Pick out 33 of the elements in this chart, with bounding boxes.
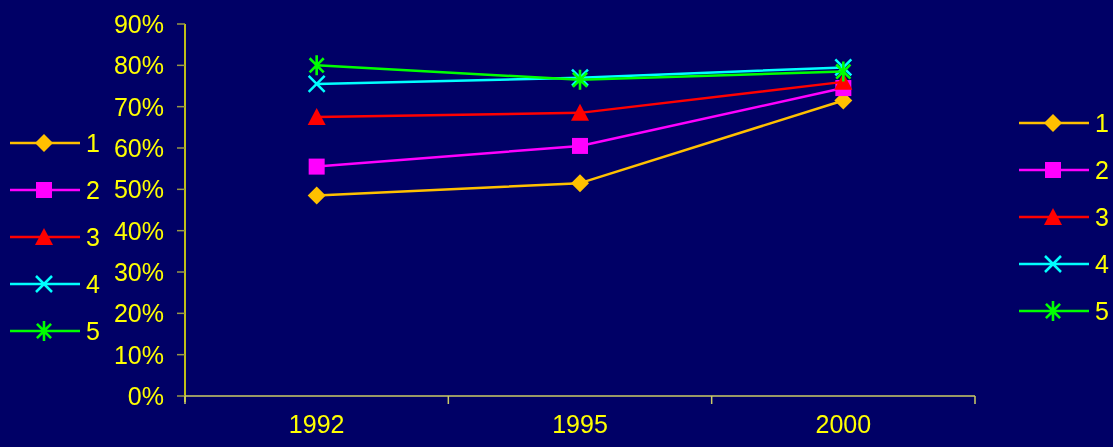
y-tick-label: 60% bbox=[113, 134, 164, 162]
legend-label: 2 bbox=[86, 176, 100, 204]
text: 3 bbox=[1095, 203, 1109, 231]
point bbox=[307, 108, 326, 125]
x-tick-label: 2000 bbox=[815, 410, 872, 438]
text: 2 bbox=[1095, 156, 1109, 184]
point bbox=[835, 61, 852, 82]
point bbox=[308, 158, 325, 175]
text: 5 bbox=[1095, 297, 1109, 325]
point bbox=[834, 58, 853, 77]
x-tick-label: 1992 bbox=[288, 410, 345, 438]
legend-label: 3 bbox=[86, 223, 100, 251]
point bbox=[572, 137, 588, 154]
y-tick-label: 80% bbox=[113, 51, 164, 80]
point bbox=[571, 103, 589, 121]
y-tick-label: 0% bbox=[127, 382, 164, 410]
point bbox=[307, 186, 326, 205]
text: 4 bbox=[1095, 250, 1109, 278]
legend-label: 1 bbox=[86, 129, 100, 157]
legend-label: 4 bbox=[86, 270, 100, 298]
legend-label: 5 bbox=[86, 317, 100, 345]
y-tick-label: 90% bbox=[113, 10, 164, 38]
text: 1 bbox=[1095, 109, 1109, 137]
y-tick-label: 30% bbox=[113, 258, 164, 286]
y-tick-label: 70% bbox=[113, 92, 164, 121]
y-tick-label: 20% bbox=[113, 299, 164, 328]
point bbox=[571, 174, 589, 193]
x-tick-label: 1995 bbox=[552, 410, 608, 438]
y-tick-label: 50% bbox=[113, 175, 164, 204]
y-tick-label: 10% bbox=[113, 340, 164, 369]
y-tick-label: 40% bbox=[113, 216, 164, 245]
point bbox=[307, 74, 326, 94]
point bbox=[308, 55, 325, 76]
